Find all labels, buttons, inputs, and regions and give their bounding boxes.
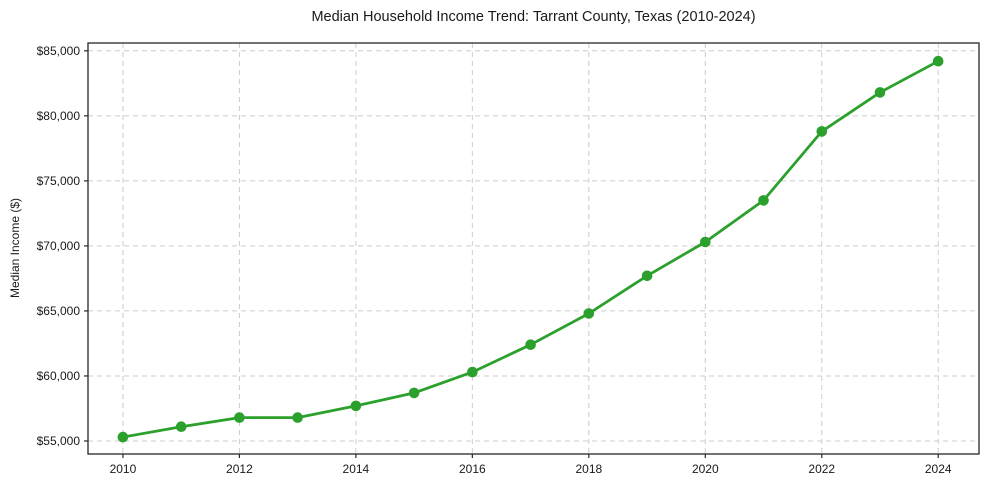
x-tick-label: 2010 (110, 462, 137, 476)
data-point-2011 (175, 421, 187, 433)
data-point-2020 (700, 236, 711, 248)
data-point-2016 (467, 366, 478, 378)
y-tick-label: $60,000 (37, 369, 81, 383)
x-tick-label: 2024 (925, 462, 952, 476)
y-tick-label: $75,000 (37, 174, 81, 188)
y-tick-label: $55,000 (37, 434, 81, 448)
data-point-2010 (117, 431, 129, 443)
data-point-2024 (932, 55, 944, 67)
y-tick-label: $85,000 (37, 44, 81, 58)
y-axis-title: Median Income ($) (8, 197, 22, 299)
x-tick-label: 2014 (343, 462, 370, 476)
y-tick-label: $70,000 (37, 239, 81, 253)
y-tick-label: $65,000 (37, 304, 81, 318)
x-tick-label: 2022 (808, 462, 835, 476)
data-point-2015 (408, 387, 420, 399)
x-tick-label: 2020 (692, 462, 719, 476)
data-point-2012 (234, 412, 245, 423)
data-point-2021 (758, 195, 769, 206)
data-point-2019 (641, 270, 653, 282)
x-tick-label: 2016 (459, 462, 486, 476)
data-point-2018 (583, 308, 595, 319)
x-tick-label: 2012 (226, 462, 253, 476)
data-point-2013 (292, 412, 303, 423)
data-point-2022 (816, 126, 828, 137)
chart-title: Median Household Income Trend: Tarrant C… (311, 9, 756, 25)
plot-background (88, 43, 979, 454)
data-point-2017 (525, 339, 536, 351)
data-point-2014 (350, 400, 362, 412)
y-tick-label: $80,000 (37, 109, 81, 123)
x-tick-label: 2018 (575, 462, 602, 476)
plot-border (87, 42, 980, 455)
data-point-2023 (874, 87, 886, 98)
